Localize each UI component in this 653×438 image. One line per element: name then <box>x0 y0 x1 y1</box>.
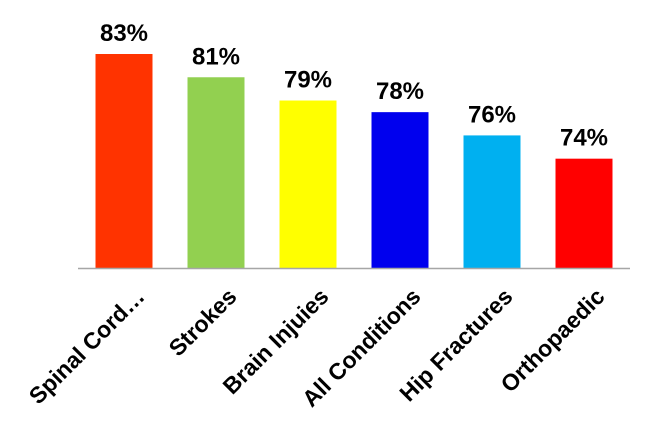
category-label-2: Strokes <box>163 283 241 361</box>
value-label-2: 81% <box>192 43 240 70</box>
value-label-1: 83% <box>100 20 148 47</box>
bar-4 <box>371 112 429 268</box>
value-labels-group: 83% 81% 79% 78% 76% 74% <box>100 20 608 152</box>
value-label-4: 78% <box>376 78 424 105</box>
value-label-6: 74% <box>560 125 608 152</box>
bar-1 <box>95 54 153 268</box>
bar-5 <box>463 135 521 268</box>
bar-2 <box>187 77 245 269</box>
bars-group <box>95 54 613 269</box>
bar-6 <box>555 158 613 268</box>
category-label-1: Spinal Cord… <box>24 283 150 409</box>
value-label-3: 79% <box>284 67 332 94</box>
bar-3 <box>279 100 337 269</box>
value-label-5: 76% <box>468 101 516 128</box>
